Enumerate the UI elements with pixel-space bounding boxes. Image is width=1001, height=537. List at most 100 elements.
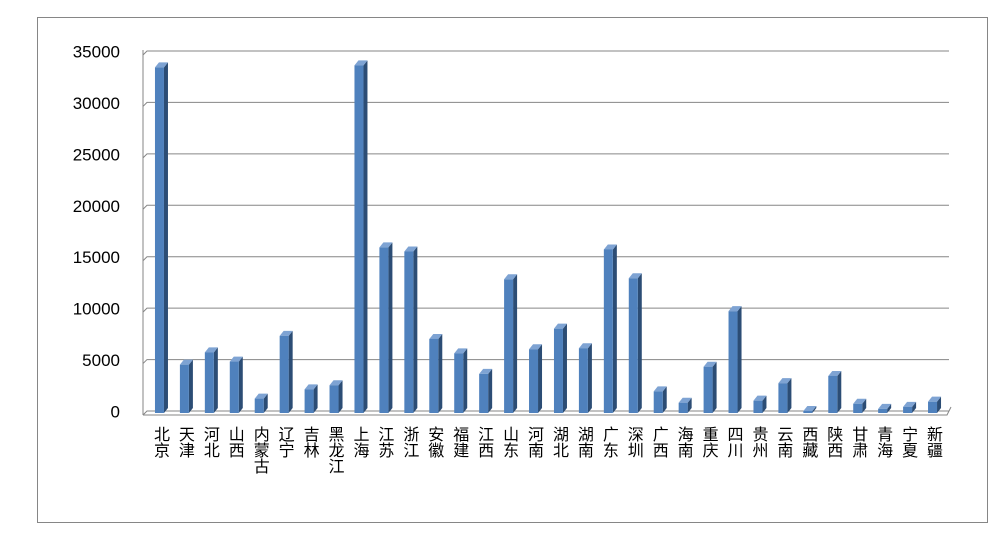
x-tick-label: 河北 bbox=[201, 426, 220, 458]
bar bbox=[928, 401, 938, 413]
y-tick-label: 5000 bbox=[82, 351, 120, 370]
grid-line bbox=[142, 50, 949, 56]
bar-top bbox=[154, 62, 168, 68]
bar bbox=[504, 279, 514, 413]
bar-side bbox=[612, 244, 617, 413]
bar bbox=[678, 402, 688, 413]
x-tick-label: 广东 bbox=[600, 426, 619, 458]
x-tick-label: 西藏 bbox=[799, 426, 818, 459]
bar-top bbox=[578, 343, 592, 349]
x-tick-label: 内蒙古 bbox=[251, 426, 270, 474]
bar bbox=[628, 278, 638, 413]
bar bbox=[379, 247, 389, 413]
bar-side bbox=[463, 348, 468, 413]
y-tick-label: 20000 bbox=[73, 197, 120, 216]
bar-side bbox=[662, 386, 667, 413]
bar bbox=[878, 408, 888, 413]
bar-top bbox=[853, 398, 867, 404]
bar-top bbox=[803, 405, 817, 411]
bar-side bbox=[238, 356, 243, 413]
bar-side bbox=[587, 343, 592, 413]
bar bbox=[304, 389, 314, 413]
x-tick-label: 上海 bbox=[350, 426, 369, 458]
bar-top bbox=[179, 359, 193, 365]
bar-side bbox=[388, 242, 393, 413]
bar-side bbox=[313, 384, 318, 413]
bar bbox=[529, 349, 539, 413]
bar-side bbox=[637, 273, 642, 413]
x-tick-label: 湖南 bbox=[575, 426, 594, 458]
bar-top bbox=[678, 397, 692, 403]
bar-side bbox=[687, 397, 692, 413]
bar bbox=[728, 311, 738, 413]
bar-top bbox=[903, 401, 917, 407]
bar bbox=[778, 383, 788, 413]
x-tick-label: 江西 bbox=[475, 426, 494, 458]
bar-side bbox=[787, 378, 792, 413]
bar-side bbox=[213, 347, 218, 413]
bar-top bbox=[304, 384, 318, 390]
grid-line bbox=[142, 204, 949, 210]
bar bbox=[254, 398, 264, 413]
y-tick-label: 35000 bbox=[73, 42, 120, 61]
bar bbox=[429, 338, 439, 413]
bar-side bbox=[712, 361, 717, 413]
bar-side bbox=[513, 274, 518, 413]
bar-top bbox=[354, 60, 368, 66]
bar-top bbox=[279, 330, 293, 336]
bar-top bbox=[454, 348, 468, 354]
bar-top bbox=[429, 333, 443, 339]
bar-side bbox=[912, 401, 917, 413]
bar-side bbox=[263, 393, 268, 413]
bar-top bbox=[603, 244, 617, 250]
grid-line bbox=[142, 153, 949, 159]
bar bbox=[703, 366, 713, 413]
bar-top bbox=[878, 403, 892, 409]
bar-top bbox=[254, 393, 268, 399]
x-tick-label: 新疆 bbox=[924, 426, 943, 458]
bar bbox=[354, 65, 364, 413]
x-tick-label: 吉林 bbox=[301, 426, 320, 458]
grid-line bbox=[142, 359, 949, 364]
x-tick-label: 湖北 bbox=[550, 426, 569, 458]
bar-side bbox=[887, 403, 892, 413]
x-tick-label: 天津 bbox=[176, 426, 195, 458]
bar-side bbox=[188, 359, 193, 413]
bar-top bbox=[529, 344, 543, 350]
chart-border bbox=[37, 17, 988, 523]
bar-top bbox=[753, 395, 767, 401]
bar bbox=[179, 364, 189, 413]
bar bbox=[454, 353, 464, 413]
bar-top bbox=[728, 306, 742, 312]
bar-top bbox=[504, 274, 518, 280]
x-tick-label: 辽宁 bbox=[276, 426, 295, 458]
bar-side bbox=[163, 62, 168, 414]
y-tick-label: 15000 bbox=[73, 248, 120, 267]
bar-side bbox=[737, 306, 742, 413]
x-tick-label: 福建 bbox=[450, 426, 469, 458]
bar bbox=[653, 391, 663, 413]
x-tick-label: 北京 bbox=[151, 426, 170, 459]
x-tick-label: 青海 bbox=[874, 426, 893, 458]
bar-side bbox=[538, 344, 543, 413]
y-tick-label: 30000 bbox=[73, 94, 120, 113]
x-tick-label: 江苏 bbox=[375, 426, 394, 459]
bar-side bbox=[862, 398, 867, 413]
x-tick-label: 广西 bbox=[650, 426, 669, 458]
bar-top bbox=[204, 347, 218, 353]
x-tick-label: 云南 bbox=[774, 426, 793, 458]
bar bbox=[154, 67, 164, 414]
bar-top bbox=[229, 356, 243, 362]
x-tick-label: 河南 bbox=[525, 426, 544, 458]
bar-side bbox=[762, 395, 767, 413]
x-tick-label: 重庆 bbox=[700, 426, 719, 458]
x-tick-label: 深圳 bbox=[625, 426, 644, 458]
bar-side bbox=[812, 405, 817, 413]
bar bbox=[853, 403, 863, 413]
bar bbox=[279, 335, 289, 413]
x-tick-label: 海南 bbox=[675, 426, 694, 458]
bar bbox=[828, 375, 838, 413]
bar bbox=[603, 249, 613, 413]
